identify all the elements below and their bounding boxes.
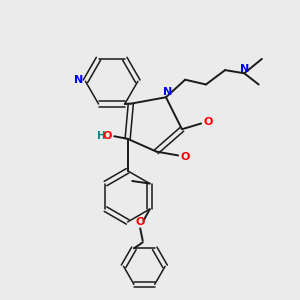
Text: N: N <box>240 64 250 74</box>
Text: H: H <box>98 131 106 141</box>
Text: O: O <box>136 217 145 227</box>
Text: N: N <box>74 75 83 85</box>
Text: N: N <box>163 86 172 97</box>
Text: O: O <box>102 131 112 141</box>
Text: O: O <box>181 152 190 162</box>
Text: O: O <box>203 117 213 127</box>
